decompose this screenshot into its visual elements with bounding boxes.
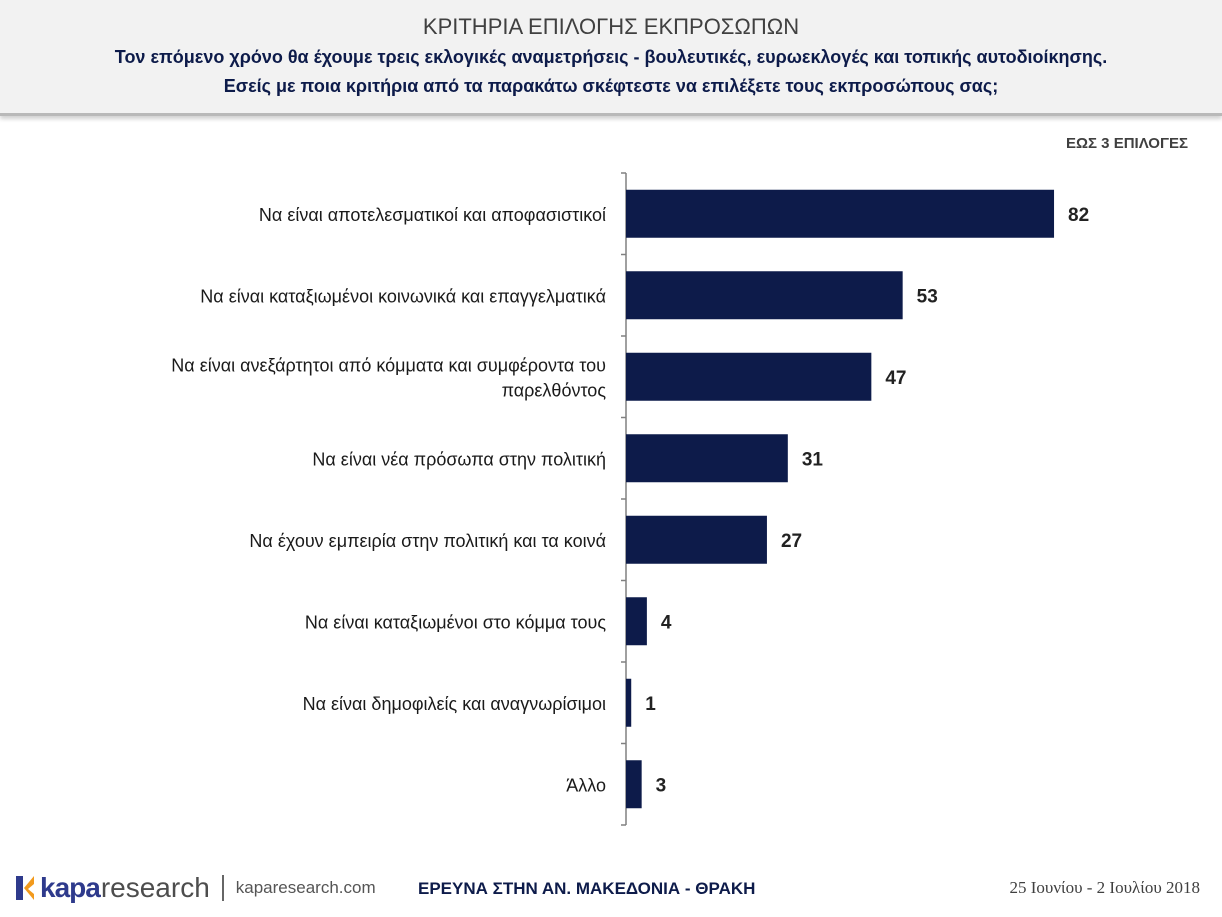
data-label: 53 — [917, 286, 938, 307]
bar — [626, 515, 767, 564]
footer-divider — [221, 875, 224, 901]
category-label: Να είναι καταξιωμένοι κοινωνικά και επαγ… — [200, 286, 606, 306]
bar — [626, 760, 642, 809]
kapa-logo-icon — [16, 876, 34, 900]
survey-date: 25 Ιουνίου - 2 Ιουλίου 2018 — [1009, 878, 1200, 897]
selection-note: ΕΩΣ 3 ΕΠΙΛΟΓΕΣ — [1065, 135, 1188, 152]
brand-research: research — [100, 872, 210, 903]
bar — [626, 271, 903, 320]
category-label: Να είναι καταξιωμένοι στο κόμμα τους — [305, 612, 606, 632]
brand-kapa: kapa — [40, 872, 101, 903]
header-band: ΚΡΙΤΗΡΙΑ ΕΠΙΛΟΓΗΣ ΕΚΠΡΟΣΩΠΩΝ Τον επόμενο… — [0, 0, 1222, 116]
question-line-1: Τον επόμενο χρόνο θα έχουμε τρεις εκλογι… — [114, 47, 1108, 67]
bar — [626, 597, 647, 646]
category-label: παρελθόντος — [502, 380, 607, 400]
data-label: 82 — [1068, 205, 1089, 226]
footer-url: kaparesearch.com — [235, 878, 376, 897]
category-label: Να είναι νέα πρόσωπα στην πολιτική — [312, 449, 606, 469]
data-label: 31 — [802, 449, 824, 470]
bar — [626, 352, 872, 401]
question-line-2: Εσείς με ποια κριτήρια από τα παρακάτω σ… — [223, 76, 999, 96]
category-label: Να είναι δημοφιλείς και αναγνωρίσιμοι — [303, 694, 606, 714]
bar — [626, 678, 632, 727]
bar — [626, 434, 788, 483]
data-label: 27 — [781, 531, 802, 552]
category-label: Να είναι αποτελεσματικοί και αποφασιστικ… — [259, 205, 606, 225]
bar — [626, 189, 1055, 238]
data-label: 47 — [885, 368, 906, 389]
category-label: Να είναι ανεξάρτητοι από κόμματα και συμ… — [171, 355, 606, 375]
data-label: 4 — [661, 612, 672, 633]
data-label: 3 — [656, 775, 667, 796]
brand-logo: kapa research kaparesearch.com — [14, 870, 376, 906]
category-label: Να έχουν εμπειρία στην πολιτική και τα κ… — [249, 531, 606, 551]
survey-region: ΕΡΕΥΝΑ ΣΤΗΝ ΑΝ. ΜΑΚΕΔΟΝΙΑ - ΘΡΑΚΗ — [418, 879, 756, 898]
chart-title: ΚΡΙΤΗΡΙΑ ΕΠΙΛΟΓΗΣ ΕΚΠΡΟΣΩΠΩΝ — [422, 14, 800, 39]
data-label: 1 — [645, 694, 656, 715]
category-label: Άλλο — [566, 775, 606, 795]
